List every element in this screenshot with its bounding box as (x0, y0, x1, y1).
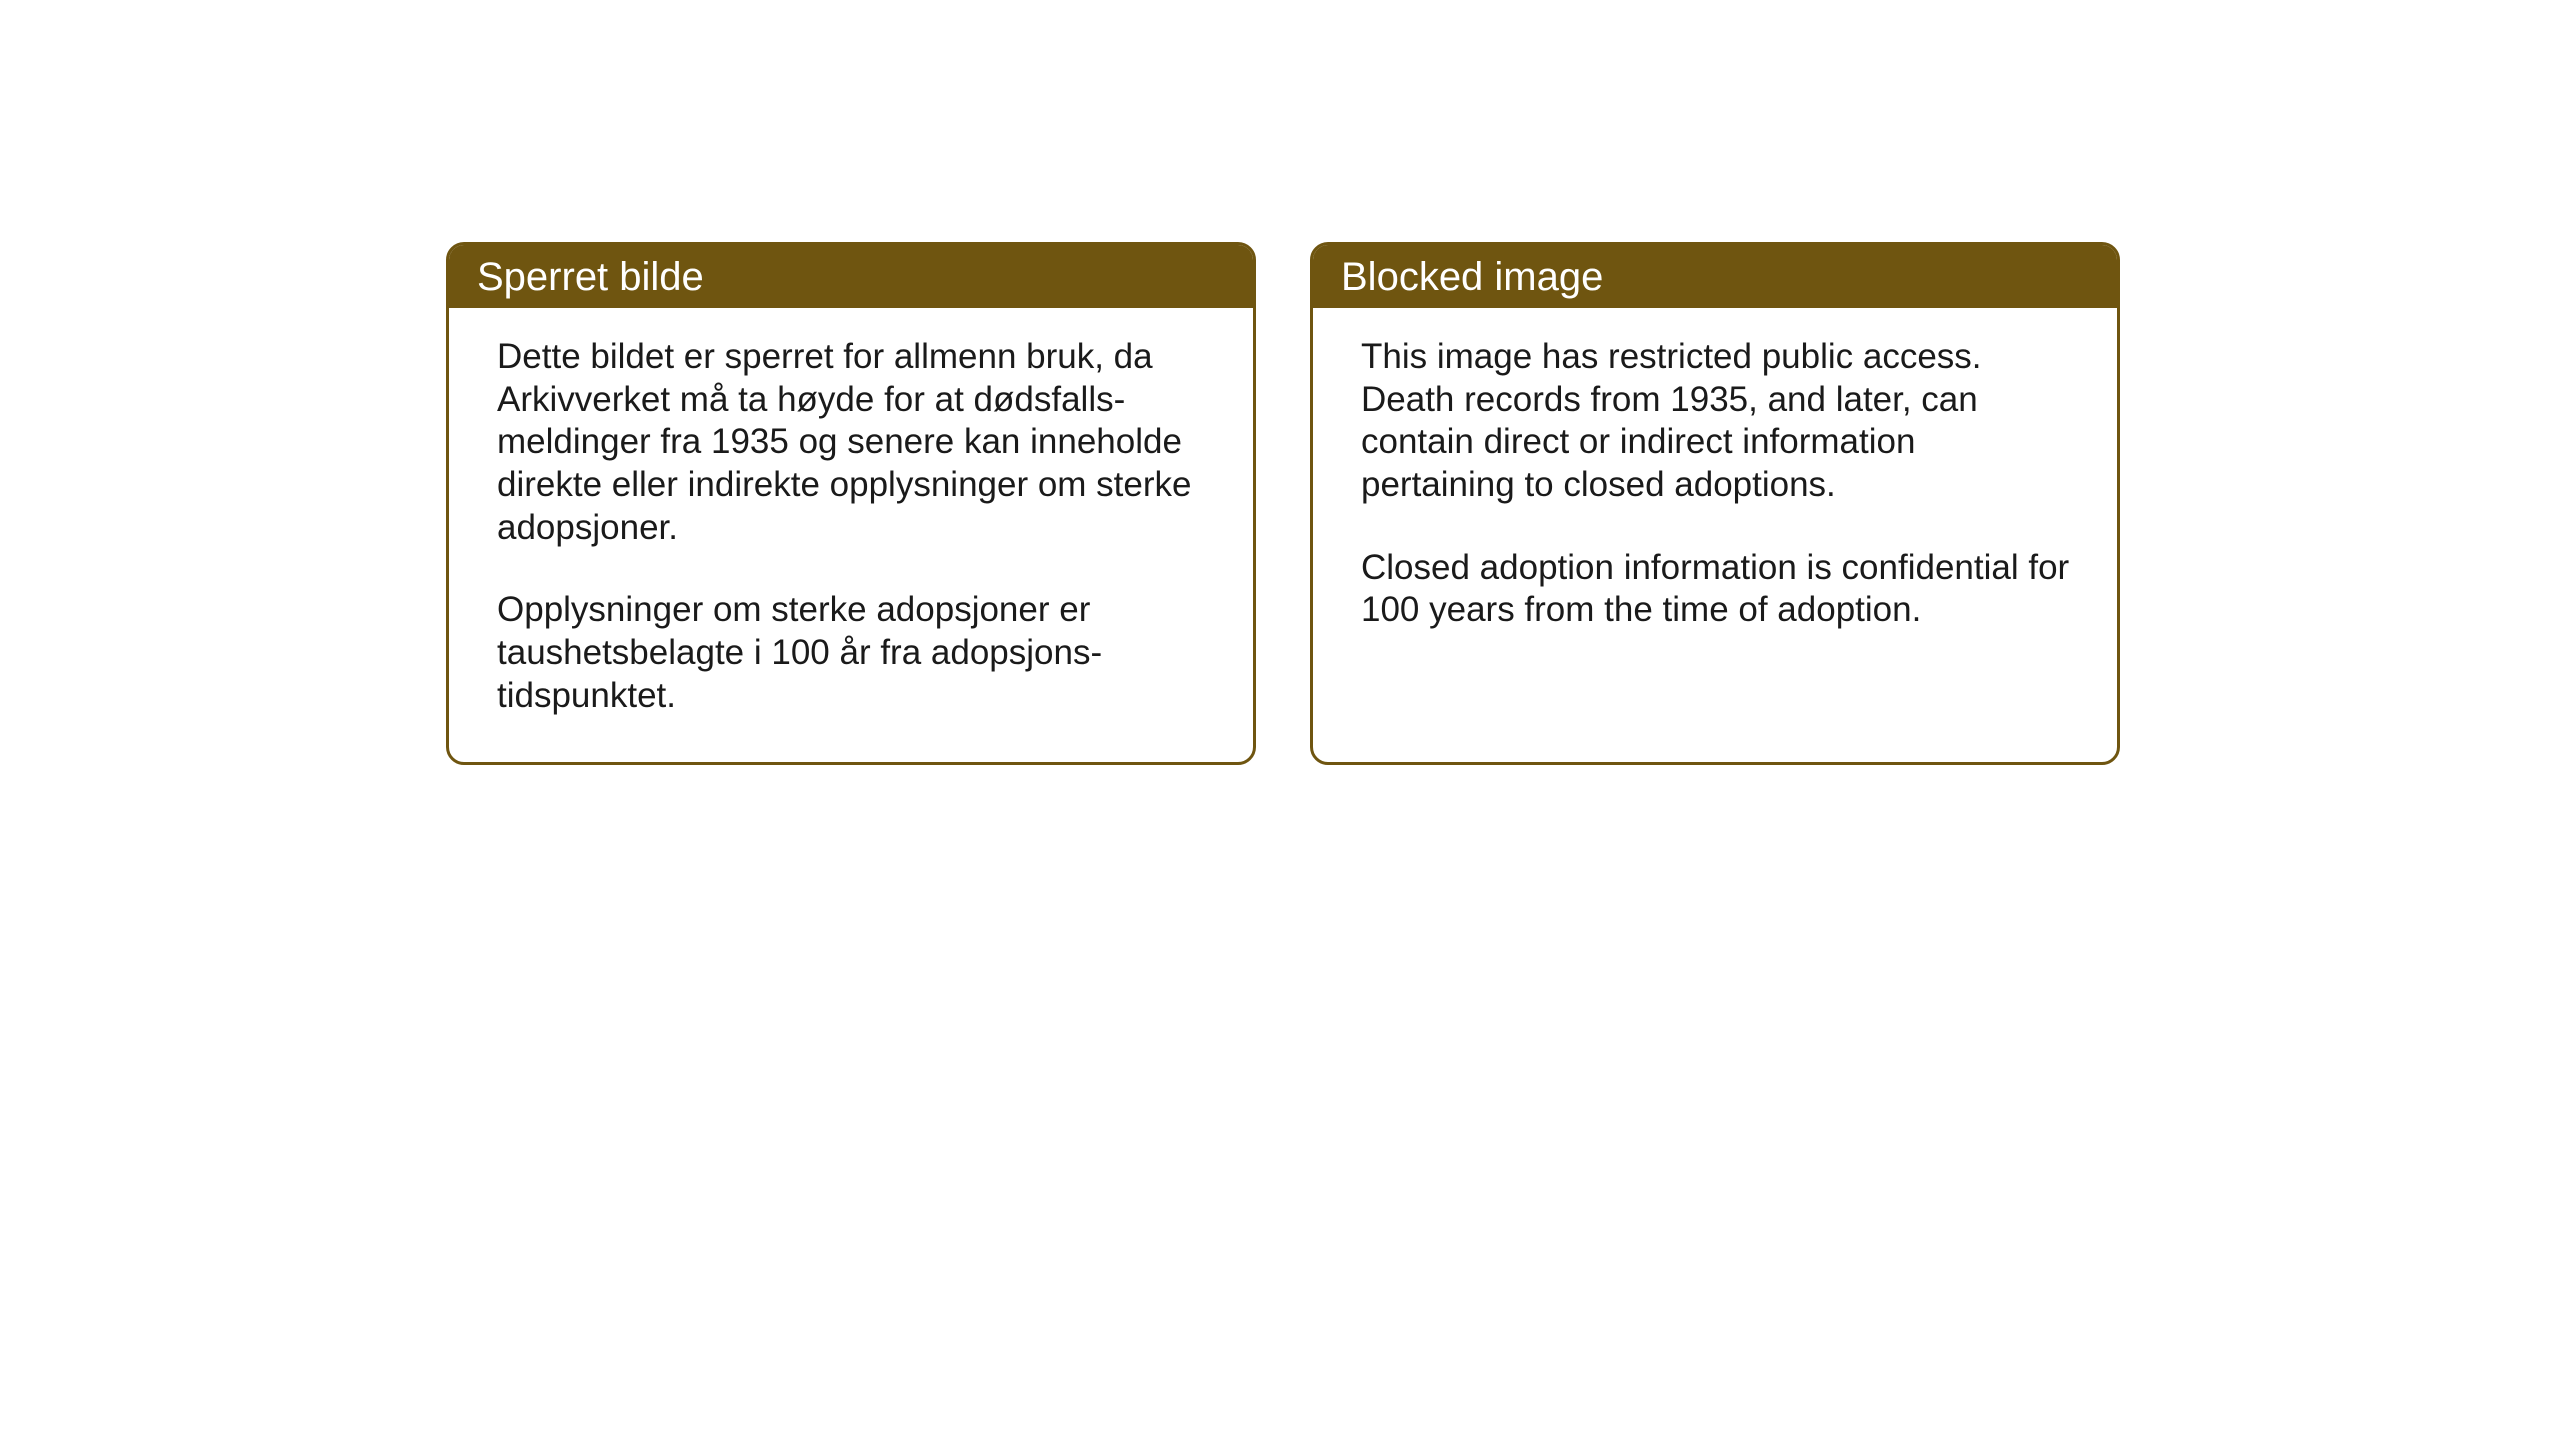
notice-box-norwegian: Sperret bilde Dette bildet er sperret fo… (446, 242, 1256, 765)
notice-container: Sperret bilde Dette bildet er sperret fo… (446, 242, 2120, 765)
notice-paragraph: This image has restricted public access.… (1361, 336, 2077, 507)
notice-paragraph: Dette bildet er sperret for allmenn bruk… (497, 336, 1213, 549)
notice-paragraph: Opplysninger om sterke adopsjoner er tau… (497, 589, 1213, 717)
notice-header-english: Blocked image (1313, 245, 2117, 308)
notice-paragraph: Closed adoption information is confident… (1361, 547, 2077, 632)
notice-box-english: Blocked image This image has restricted … (1310, 242, 2120, 765)
notice-header-norwegian: Sperret bilde (449, 245, 1253, 308)
notice-body-norwegian: Dette bildet er sperret for allmenn bruk… (449, 308, 1253, 762)
notice-body-english: This image has restricted public access.… (1313, 308, 2117, 676)
